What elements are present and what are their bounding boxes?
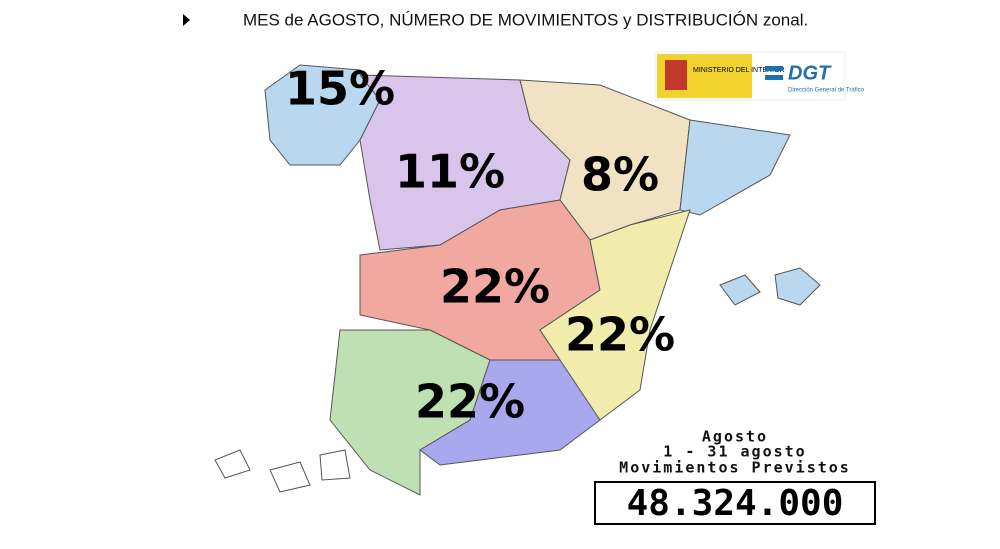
summary-caption: Movimientos Previstos [619,459,851,477]
zone-percentage: 22% [440,260,550,314]
title: MES de AGOSTO, NÚMERO DE MOVIMIENTOS y D… [243,10,808,29]
dgt-mark [765,66,783,71]
island [719,274,761,306]
coat-of-arms [665,60,687,90]
island [269,461,311,493]
zone-labels: 15%11% 8% 22% 22% 22% [285,62,675,429]
zone-percentage: 15% [285,62,395,116]
zone-percentage: 8% [581,148,659,202]
dgt-subtitle: Dirección General de Tráfico [788,88,865,94]
ministry-text: MINISTERIO DEL INTERIOR [693,67,785,74]
bullet [183,14,190,26]
island [214,449,251,479]
island [319,449,351,481]
dgt-mark [765,75,783,80]
zone-sureste [419,359,601,466]
summary-month: Agosto [702,428,768,446]
dgt-text: DGT [788,62,832,84]
zone-percentage: 22% [565,308,675,362]
summary-total: 48.324.000 [627,483,844,524]
summary-period: 1 - 31 agosto [663,443,806,461]
map [214,64,821,496]
zone-percentage: 22% [415,375,525,429]
zone-cataluna [679,119,791,216]
total-box [594,481,876,525]
island [774,267,821,306]
zone-percentage: 11% [395,145,505,199]
